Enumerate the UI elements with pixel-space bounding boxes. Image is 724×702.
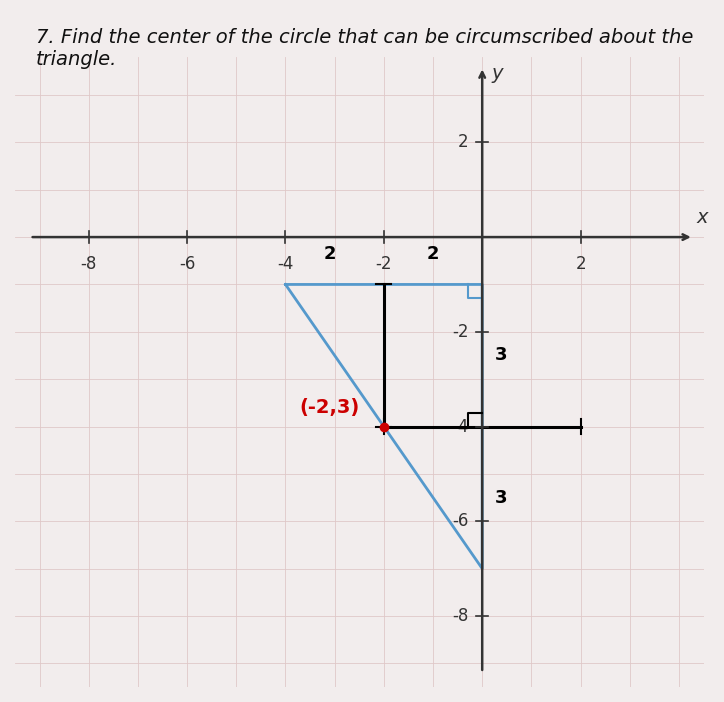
Text: -6: -6: [179, 255, 195, 273]
Text: 2: 2: [576, 255, 586, 273]
Text: -6: -6: [452, 512, 468, 530]
Text: -2: -2: [452, 323, 468, 340]
Text: 3: 3: [494, 347, 507, 364]
Text: -8: -8: [80, 255, 97, 273]
Text: 3: 3: [494, 489, 507, 507]
Text: (-2,3): (-2,3): [299, 398, 359, 417]
Text: 2: 2: [458, 133, 468, 152]
Text: y: y: [491, 64, 502, 84]
Text: -8: -8: [452, 607, 468, 625]
Text: 2: 2: [324, 245, 336, 263]
Text: 2: 2: [426, 245, 439, 263]
Text: x: x: [696, 208, 707, 227]
Text: -4: -4: [277, 255, 294, 273]
Text: 7. Find the center of the circle that can be circumscribed about the triangle.: 7. Find the center of the circle that ca…: [36, 28, 694, 69]
Text: -4: -4: [452, 418, 468, 435]
Text: -2: -2: [376, 255, 392, 273]
